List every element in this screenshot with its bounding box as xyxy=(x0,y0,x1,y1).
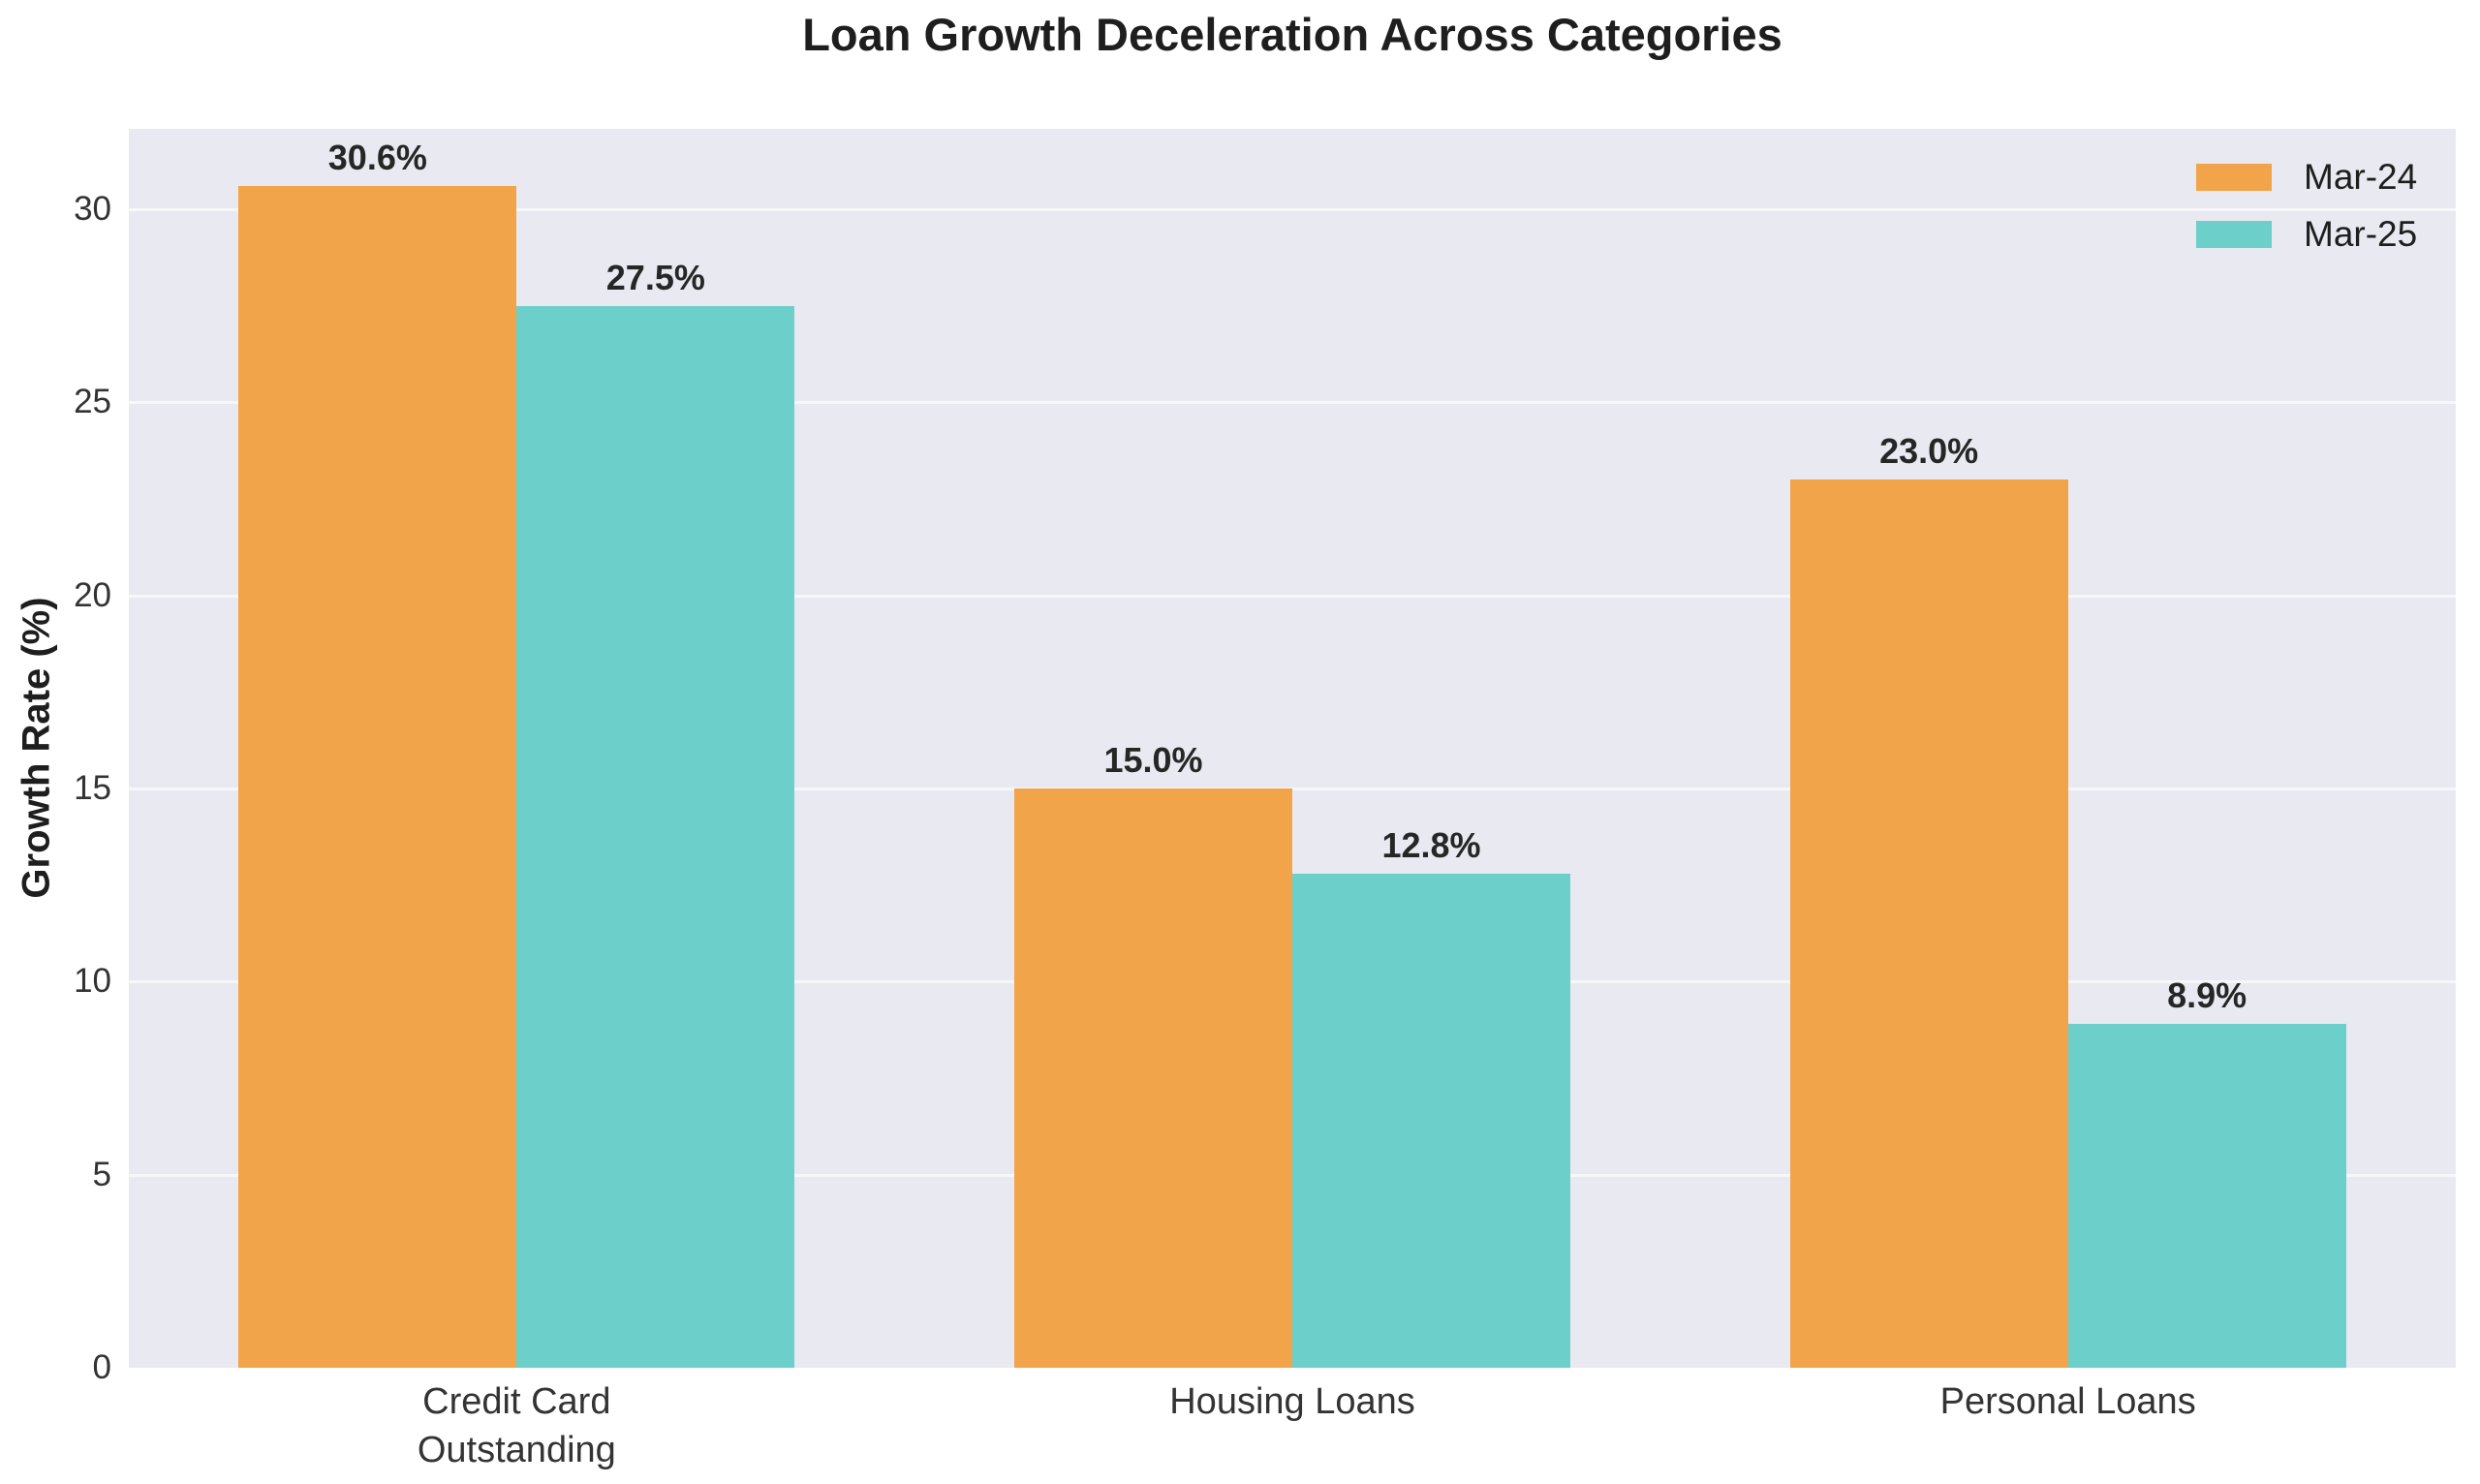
bar-mar-25-category-0 xyxy=(516,305,795,1368)
gridline xyxy=(129,594,2456,598)
y-tick-label: 30 xyxy=(74,189,111,228)
x-tick-label-line: Housing Loans xyxy=(1169,1381,1415,1422)
gridline xyxy=(129,207,2456,211)
bar-value-label: 27.5% xyxy=(605,257,705,297)
gridline xyxy=(129,401,2456,405)
x-tick-label-line: Outstanding xyxy=(417,1430,616,1470)
y-tick-label: 20 xyxy=(74,575,111,614)
legend-swatch-mar-24 xyxy=(2196,164,2272,191)
y-tick-label: 5 xyxy=(92,1155,111,1193)
legend-label: Mar-25 xyxy=(2304,214,2418,254)
bar-value-label: 12.8% xyxy=(1381,824,1481,865)
bar-mar-25-category-1 xyxy=(1292,873,1570,1368)
bar-value-label: 15.0% xyxy=(1103,740,1203,780)
x-tick-label: Housing Loans xyxy=(1169,1377,1415,1426)
x-tick-label: Personal Loans xyxy=(1940,1377,2196,1426)
plot-area: 30.6% 27.5% 15.0% 12.8% 23.0% 8.9% xyxy=(129,129,2456,1368)
bar-mar-25-category-2 xyxy=(2067,1024,2346,1368)
bar-value-label: 30.6% xyxy=(327,138,427,178)
chart-title: Loan Growth Deceleration Across Categori… xyxy=(802,9,1782,60)
gridline xyxy=(129,787,2456,790)
bar-mar-24-category-2 xyxy=(1789,479,2068,1368)
x-tick-label-line: Personal Loans xyxy=(1939,1381,2196,1422)
legend-item-mar-25: Mar-25 xyxy=(2196,214,2417,254)
y-axis-title: Growth Rate (%) xyxy=(15,597,58,899)
x-tick-label: Credit Card Outstanding xyxy=(418,1377,616,1474)
legend-swatch-mar-25 xyxy=(2196,221,2272,248)
bar-value-label: 8.9% xyxy=(2167,975,2248,1016)
bar-mar-24-category-1 xyxy=(1014,788,1292,1368)
y-tick-label: 15 xyxy=(74,768,111,807)
legend-item-mar-24: Mar-24 xyxy=(2196,157,2417,197)
x-tick-label-line: Credit Card xyxy=(422,1381,611,1422)
y-tick-label: 25 xyxy=(74,383,111,421)
bar-value-label: 23.0% xyxy=(1879,431,1979,472)
y-tick-label: 10 xyxy=(74,962,111,1001)
legend-label: Mar-24 xyxy=(2304,157,2418,197)
y-tick-label: 0 xyxy=(92,1348,111,1386)
bar-mar-24-category-0 xyxy=(238,186,517,1368)
